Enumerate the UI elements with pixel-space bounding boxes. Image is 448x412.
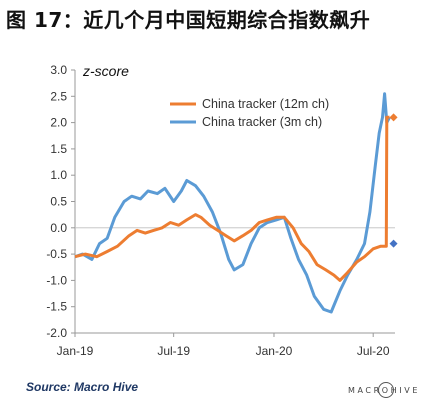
legend-label: China tracker (12m ch) bbox=[202, 97, 329, 111]
x-axis: Jan-19 Jul-19 Jan-20 Jul-20 bbox=[57, 227, 395, 358]
y-tick-label: 1.5 bbox=[50, 142, 67, 156]
y-tick-label: 2.0 bbox=[50, 116, 67, 130]
x-tick-label: Jan-19 bbox=[57, 344, 94, 358]
series-layer bbox=[74, 92, 398, 314]
x-tick-label: Jul-20 bbox=[357, 344, 390, 358]
brand-logo: MACROHIVE bbox=[348, 382, 428, 402]
y-tick-label: 0.0 bbox=[50, 221, 67, 235]
end-marker-3m bbox=[389, 239, 398, 248]
x-tick-label: Jul-19 bbox=[157, 344, 190, 358]
y-axis: 3.0 2.5 2.0 1.5 1.0 0.5 0.0 -0.5 -1.0 -1.5 -2.0 bbox=[46, 63, 76, 340]
source-note: Source: Macro Hive bbox=[26, 380, 139, 394]
unit-label: z-score bbox=[82, 63, 129, 79]
y-tick-label: 2.5 bbox=[50, 89, 67, 103]
hive-logo-icon bbox=[378, 382, 394, 398]
y-tick-label: -1.0 bbox=[46, 273, 67, 287]
series-line-12m bbox=[74, 115, 390, 282]
y-tick-label: -2.0 bbox=[46, 326, 67, 340]
y-tick-label: 0.5 bbox=[50, 195, 67, 209]
x-tick-label: Jan-20 bbox=[256, 344, 293, 358]
series-line-3m bbox=[74, 92, 391, 314]
legend-label: China tracker (3m ch) bbox=[202, 115, 322, 129]
y-tick-label: -0.5 bbox=[46, 247, 67, 261]
figure-title: 图 17：近几个月中国短期综合指数飙升 bbox=[6, 8, 371, 32]
y-tick-label: -1.5 bbox=[46, 300, 67, 314]
y-tick-label: 3.0 bbox=[50, 63, 67, 77]
y-tick-label: 1.0 bbox=[50, 168, 67, 182]
legend: China tracker (12m ch) China tracker (3m … bbox=[170, 97, 329, 129]
end-marker-12m bbox=[389, 113, 398, 122]
